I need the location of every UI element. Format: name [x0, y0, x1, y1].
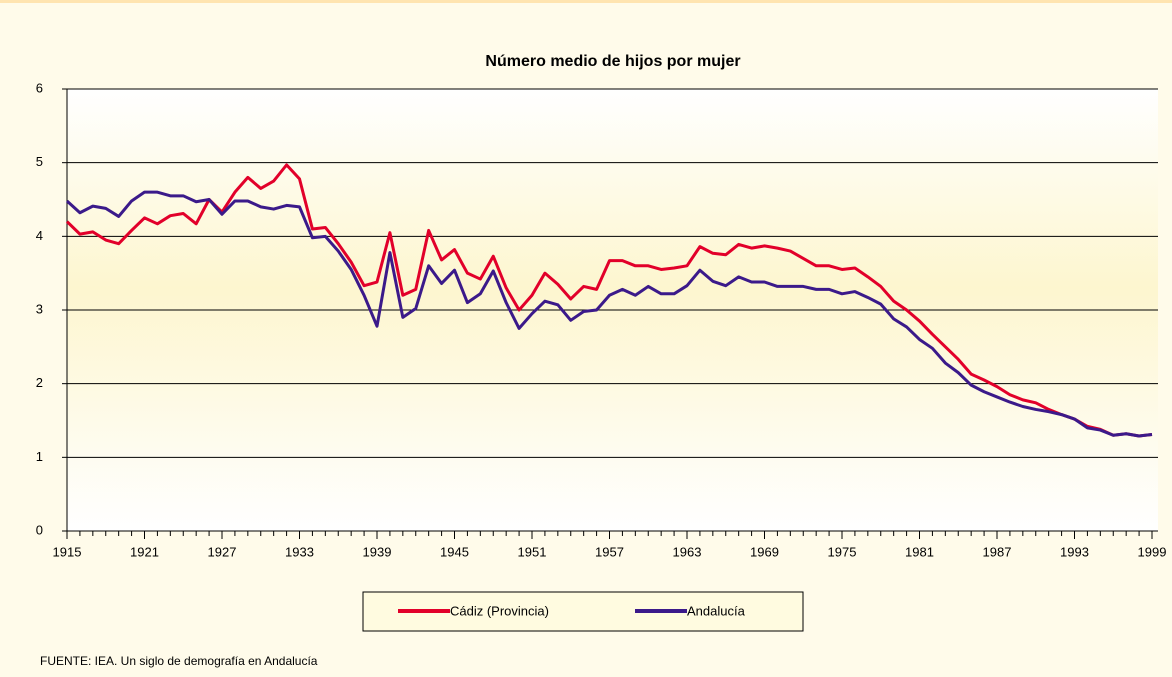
legend-label: Andalucía: [687, 603, 746, 618]
y-tick-label: 0: [36, 522, 43, 537]
x-tick-label: 1999: [1138, 544, 1167, 559]
x-tick-label: 1957: [595, 544, 624, 559]
x-tick-label: 1945: [440, 544, 469, 559]
x-tick-label: 1975: [828, 544, 857, 559]
y-tick-label: 1: [36, 449, 43, 464]
x-tick-label: 1981: [905, 544, 934, 559]
x-tick-label: 1951: [518, 544, 547, 559]
y-tick-label: 5: [36, 154, 43, 169]
source-note: FUENTE: IEA. Un siglo de demografía en A…: [40, 654, 318, 668]
series-line: [65, 163, 1153, 438]
x-tick-label: 1939: [363, 544, 392, 559]
x-tick-label: 1963: [673, 544, 702, 559]
series-line: [65, 190, 1153, 438]
x-tick-label: 1921: [130, 544, 159, 559]
chart-title: Número medio de hijos por mujer: [485, 53, 740, 70]
x-tick-label: 1927: [208, 544, 237, 559]
legend-label: Cádiz (Provincia): [450, 603, 549, 618]
y-tick-label: 4: [36, 228, 43, 243]
top-border: [0, 0, 1172, 3]
x-tick-label: 1915: [53, 544, 82, 559]
x-tick-label: 1969: [750, 544, 779, 559]
y-tick-label: 2: [36, 375, 43, 390]
y-tick-label: 6: [36, 80, 43, 95]
x-tick-label: 1987: [983, 544, 1012, 559]
y-tick-label: 3: [36, 301, 43, 316]
x-tick-label: 1933: [285, 544, 314, 559]
x-tick-label: 1993: [1060, 544, 1089, 559]
